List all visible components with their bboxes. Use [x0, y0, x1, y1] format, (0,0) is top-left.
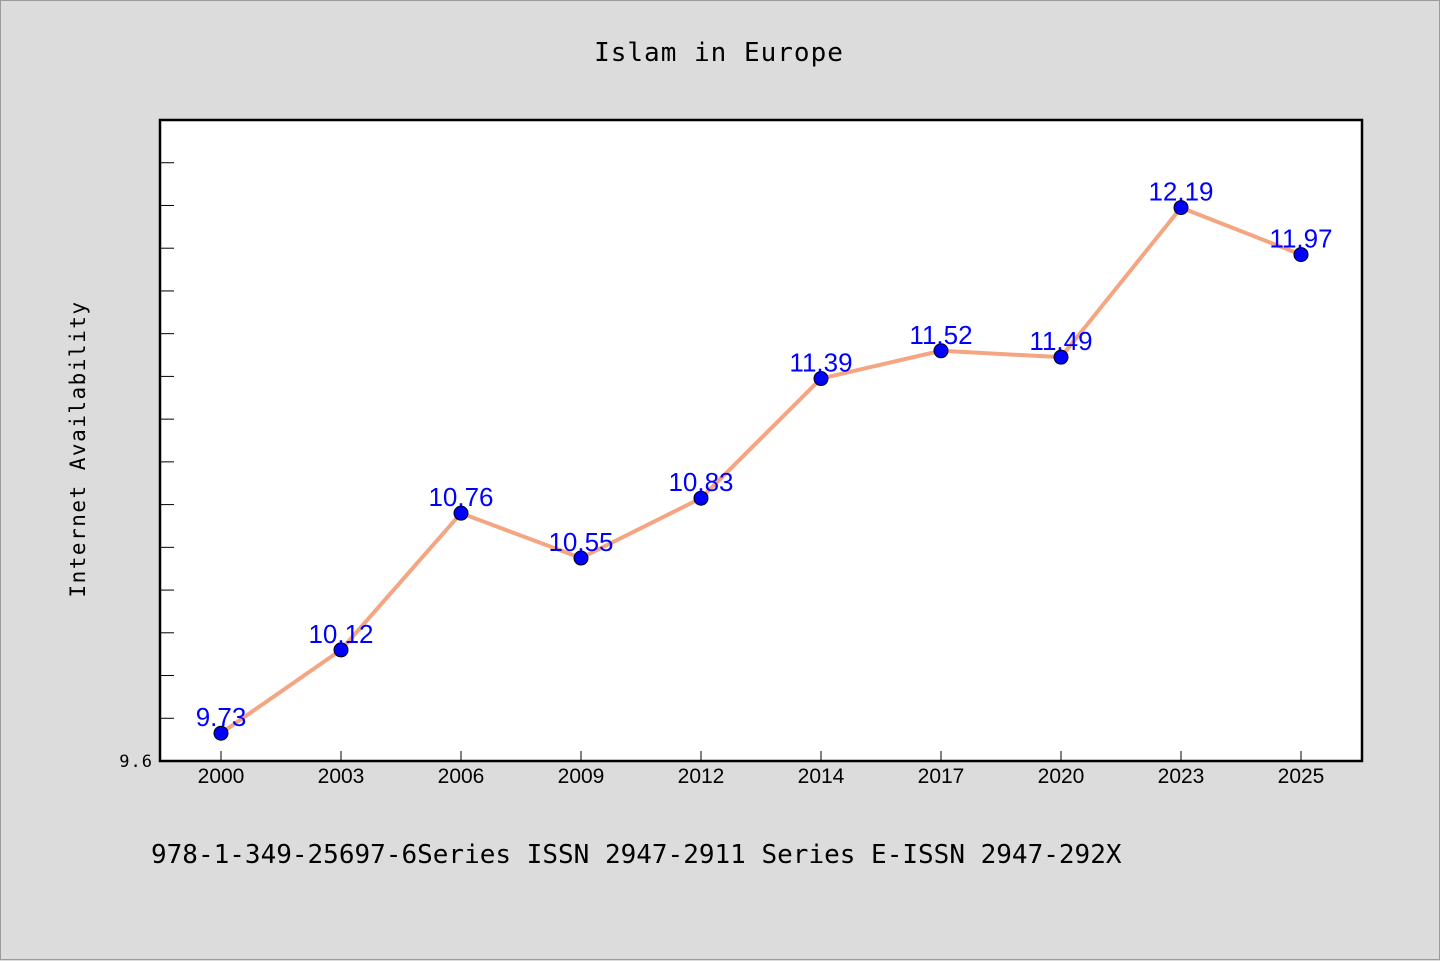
x-axis-ticks: 2000 2003 2006 2009 2012 2014 2017 2020 2023 2025 [198, 751, 1325, 788]
data-point [1293, 247, 1309, 263]
x-tick-label: 2023 [1158, 765, 1205, 788]
data-point [453, 505, 469, 521]
data-label: 11.39 [789, 348, 852, 378]
data-point [693, 490, 709, 506]
x-tick-label: 2012 [678, 765, 725, 788]
data-point [213, 725, 229, 741]
footer-isbn-issn: 978-1-349-25697-6Series ISSN 2947-2911 S… [151, 840, 1122, 870]
x-tick-label: 2017 [918, 765, 965, 788]
series-line [219, 205, 1302, 735]
data-label: 11.97 [1269, 224, 1332, 254]
y-tick-label: 9.6 [119, 752, 153, 772]
data-label: 10.76 [428, 482, 493, 512]
series-layer: 9.73 10.12 10.76 10.55 10.83 11.39 11.52 11.49 1… [196, 177, 1333, 741]
x-tick-label: 2020 [1038, 765, 1085, 788]
data-label: 10.12 [308, 619, 373, 649]
x-tick-label: 2025 [1278, 765, 1325, 788]
x-tick-label: 2006 [438, 765, 485, 788]
data-point [1173, 200, 1189, 216]
data-label: 10.55 [548, 527, 613, 557]
data-point [573, 550, 589, 566]
data-label: 11.49 [1029, 326, 1092, 356]
data-label: 11.52 [909, 320, 972, 350]
chart-title: Islam in Europe [594, 38, 844, 68]
x-tick-label: 2000 [198, 765, 245, 788]
data-point [333, 642, 349, 658]
y-axis-label: Internet Availability [66, 300, 90, 597]
data-label: 10.83 [668, 467, 733, 497]
y-axis-ticks [160, 162, 174, 762]
x-tick-label: 2014 [798, 765, 845, 788]
data-point [1053, 349, 1069, 365]
x-tick-label: 2003 [318, 765, 365, 788]
data-label: 12.19 [1148, 177, 1213, 207]
x-tick-label: 2009 [558, 765, 605, 788]
data-point [933, 343, 949, 359]
data-label: 9.73 [196, 702, 247, 732]
data-point [813, 371, 829, 387]
